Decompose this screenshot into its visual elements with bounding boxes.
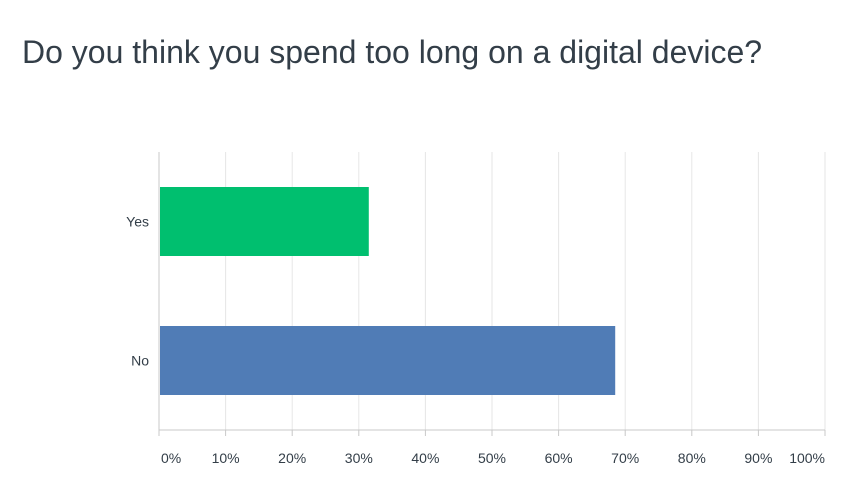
x-tick-label: 100% [789,450,825,466]
x-tick-label: 80% [678,450,706,466]
x-tick-label: 90% [744,450,772,466]
category-labels: Yes No [126,214,149,369]
category-label-no: No [131,353,149,369]
chart-title: Do you think you spend too long on a dig… [22,34,763,70]
x-tick-label: 10% [212,450,240,466]
x-tick-labels: 0% 10% 20% 30% 40% 50% 60% 70% 80% 90% 100% [161,450,825,466]
x-tick-label: 20% [278,450,306,466]
x-tick-label: 30% [345,450,373,466]
x-tick-label: 40% [411,450,439,466]
x-tick-label: 0% [161,450,181,466]
bar-yes [160,187,369,256]
x-tick-label: 60% [545,450,573,466]
bars [160,187,616,395]
category-label-yes: Yes [126,214,149,230]
x-tick-label: 50% [478,450,506,466]
x-tick-label: 70% [611,450,639,466]
bar-no [160,326,616,395]
axis [158,152,826,436]
